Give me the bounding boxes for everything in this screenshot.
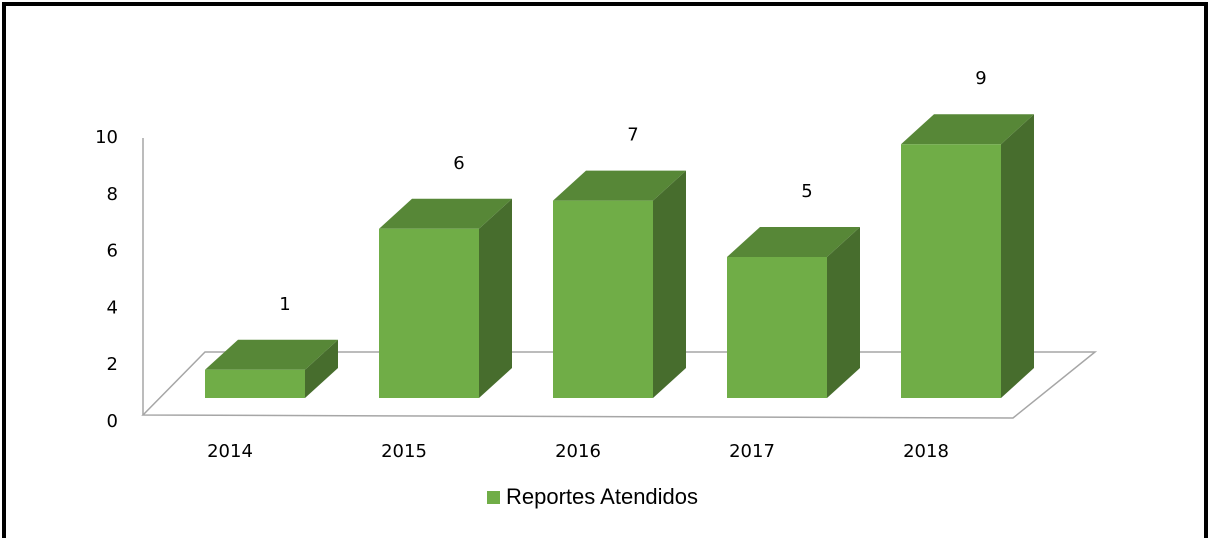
y-tick-label: 2 — [107, 354, 118, 375]
data-label: 9 — [975, 68, 986, 89]
y-tick-label: 4 — [107, 297, 118, 318]
bar-side — [305, 339, 338, 398]
bar-front — [901, 144, 1001, 398]
x-tick-label: 2016 — [555, 441, 601, 462]
bar-top — [205, 339, 338, 370]
legend-label: Reportes Atendidos — [506, 484, 698, 509]
bar-top — [901, 114, 1034, 145]
bar-top — [553, 170, 686, 201]
x-tick-label: 2015 — [381, 441, 427, 462]
y-tick-label: 8 — [107, 184, 118, 205]
bar-top — [379, 198, 512, 229]
bar-side — [479, 198, 512, 398]
bar — [379, 198, 512, 398]
bar — [553, 170, 686, 398]
y-tick-label: 0 — [107, 411, 118, 432]
bar-side — [1001, 114, 1034, 398]
bar-front — [727, 257, 827, 398]
bar — [901, 114, 1034, 398]
bar-side — [653, 170, 686, 398]
y-tick-label: 6 — [107, 241, 118, 262]
bar-top — [727, 227, 860, 257]
data-label: 7 — [627, 125, 638, 146]
bar — [727, 227, 860, 398]
bar-front — [205, 369, 305, 398]
x-tick-label: 2018 — [903, 441, 949, 462]
x-tick-label: 2017 — [729, 441, 775, 462]
data-label: 1 — [279, 294, 290, 315]
data-label: 6 — [453, 153, 464, 174]
floor — [141, 351, 1098, 419]
bar-side — [827, 227, 860, 398]
bar — [205, 339, 338, 398]
legend-swatch — [487, 491, 500, 504]
x-tick-label: 2014 — [207, 441, 253, 462]
data-label: 5 — [801, 181, 812, 202]
bar-front — [553, 200, 653, 398]
bar-front — [379, 228, 479, 398]
y-tick-label: 10 — [95, 127, 118, 148]
